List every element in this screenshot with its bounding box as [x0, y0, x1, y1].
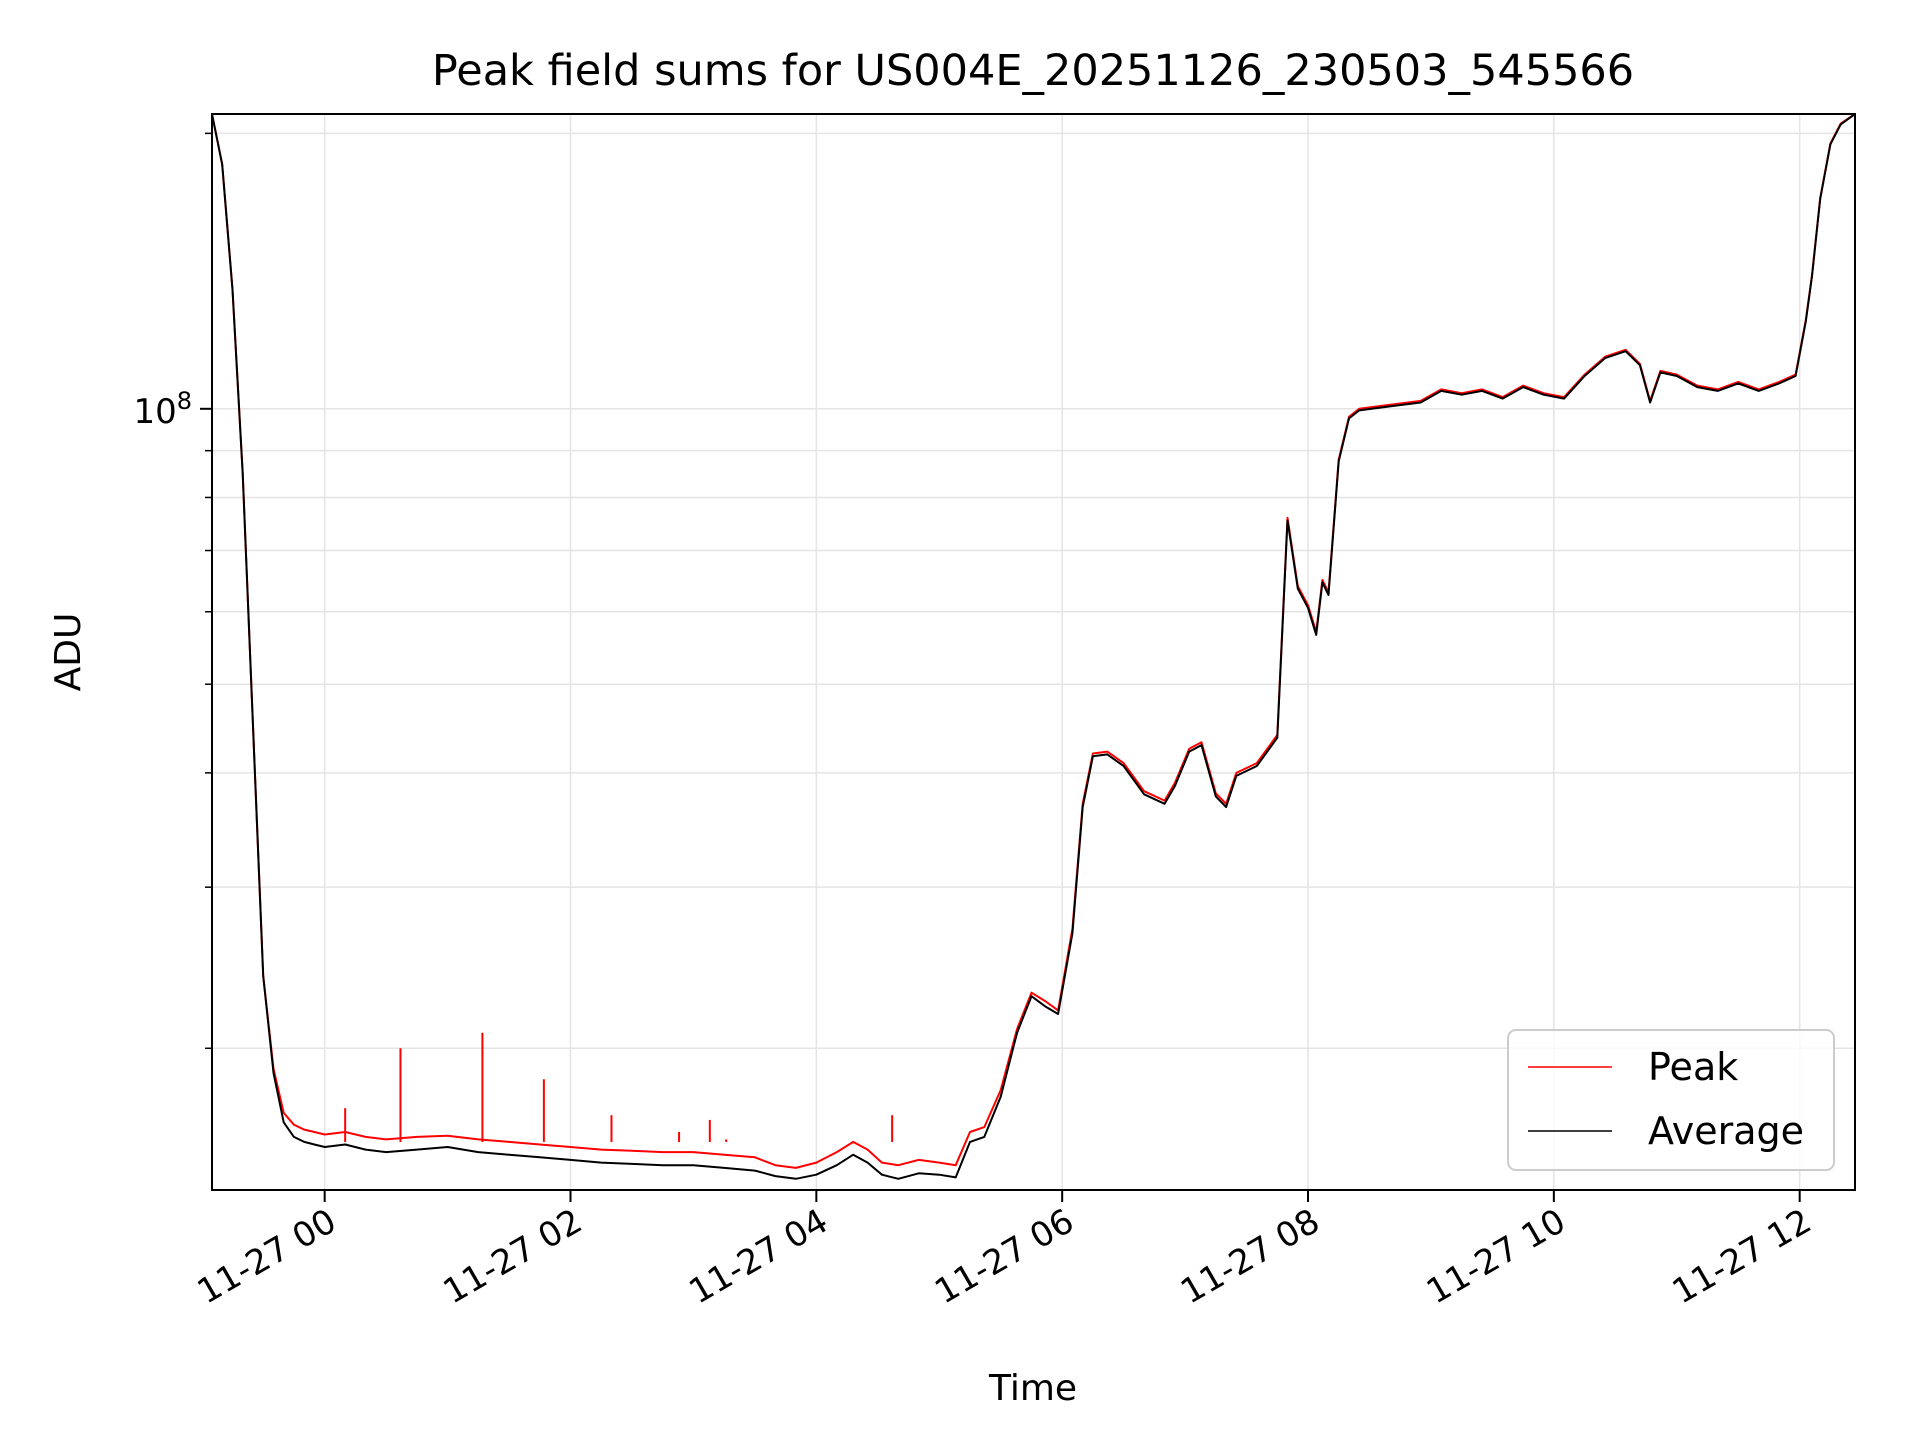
x-axis-label: Time [988, 1368, 1077, 1409]
x-tick-label: 11-27 02 [437, 1201, 589, 1312]
y-axis-label: ADU [48, 613, 89, 692]
legend-box [1507, 1029, 1835, 1171]
x-tick-label: 11-27 00 [191, 1201, 343, 1312]
series-line-average [212, 114, 1855, 1180]
x-tick-label: 11-27 12 [1666, 1201, 1818, 1312]
x-tick-label: 11-27 04 [682, 1201, 834, 1312]
legend: Peak Average [1507, 1029, 1835, 1171]
x-tick-label: 11-27 06 [928, 1201, 1080, 1312]
series-lines [212, 114, 1855, 1180]
y-tick-label: 108 [133, 387, 192, 432]
chart-title: Peak field sums for US004E_20251126_2305… [432, 46, 1634, 96]
plot-frame [211, 113, 1856, 1191]
grid-lines [212, 114, 1855, 1190]
legend-label-peak: Peak [1648, 1045, 1738, 1089]
x-tick-label: 11-27 08 [1174, 1201, 1326, 1312]
legend-label-average: Average [1648, 1109, 1804, 1153]
x-tick-label: 11-27 10 [1420, 1201, 1572, 1312]
series-line-peak [212, 114, 1855, 1169]
